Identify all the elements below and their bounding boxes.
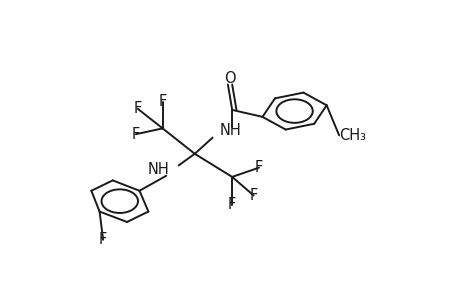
- Text: F: F: [133, 101, 141, 116]
- Text: O: O: [224, 71, 235, 86]
- Text: NH: NH: [148, 163, 169, 178]
- Text: F: F: [99, 232, 107, 247]
- Text: F: F: [158, 94, 167, 109]
- Text: F: F: [228, 197, 236, 212]
- Text: NH: NH: [219, 123, 241, 138]
- Text: F: F: [249, 188, 257, 203]
- Text: F: F: [132, 127, 140, 142]
- Text: CH₃: CH₃: [338, 128, 365, 143]
- Text: F: F: [254, 160, 263, 175]
